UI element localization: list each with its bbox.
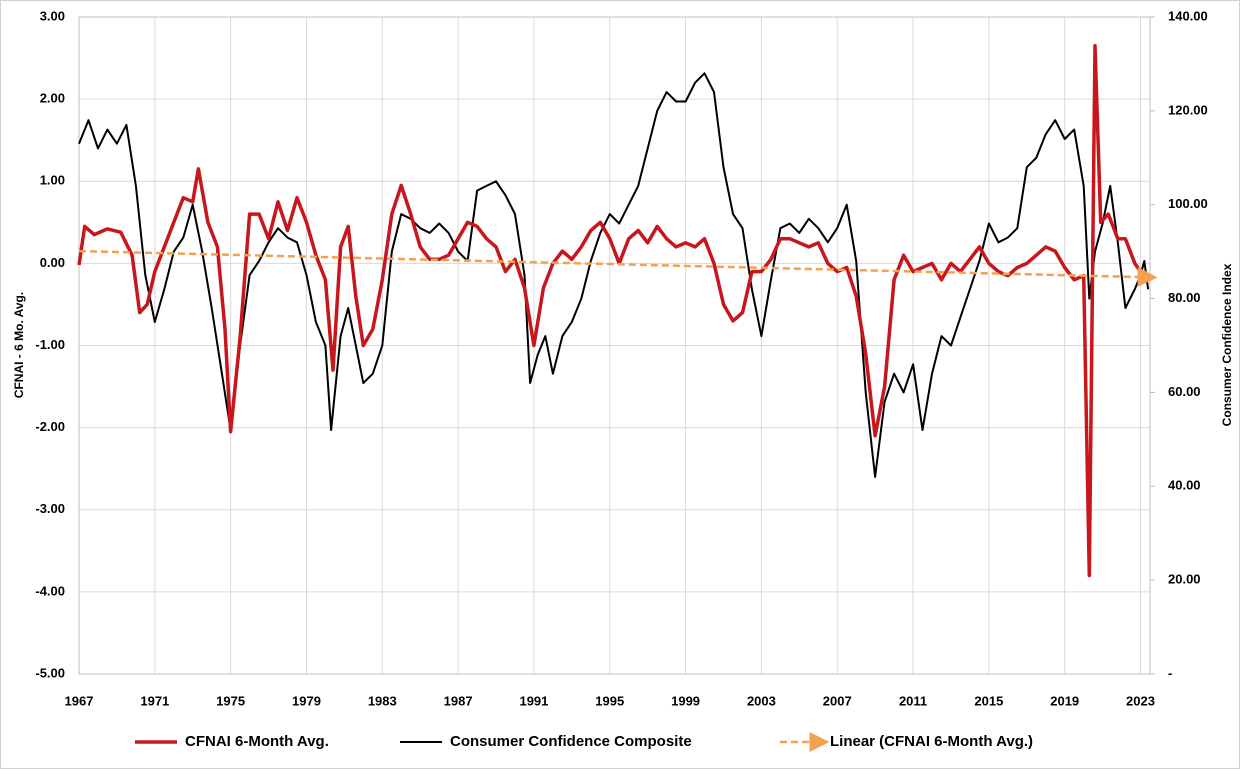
y2-tick-label: 20.00: [1168, 572, 1201, 587]
y-tick-label: -4.00: [35, 583, 65, 598]
legend-label: CFNAI 6-Month Avg.: [185, 733, 329, 750]
y2-tick-label: 120.00: [1168, 102, 1208, 117]
y2-axis-label: Consumer Confidence Index: [1220, 263, 1234, 426]
series-line: [77, 43, 1148, 578]
x-tick-label: 2007: [823, 693, 852, 708]
legend-label: Linear (CFNAI 6-Month Avg.): [830, 733, 1033, 750]
y-tick-label: 1.00: [40, 173, 65, 188]
y2-tick-label: 140.00: [1168, 8, 1208, 23]
y-tick-label: 2.00: [40, 91, 65, 106]
x-tick-label: 1999: [671, 693, 700, 708]
y-tick-label: 3.00: [40, 8, 65, 23]
y-tick-label: -2.00: [35, 419, 65, 434]
legend-label: Consumer Confidence Composite: [450, 733, 692, 750]
y2-tick-label: 60.00: [1168, 384, 1201, 399]
x-tick-label: 2019: [1050, 693, 1079, 708]
x-tick-label: 2011: [899, 693, 927, 708]
series-line: [78, 249, 1158, 287]
x-tick-label: 2023: [1126, 693, 1155, 708]
x-tick-label: 1979: [292, 693, 321, 708]
y2-tick-label: 80.00: [1168, 290, 1201, 305]
y-tick-label: -5.00: [35, 665, 65, 680]
y-tick-label: -1.00: [35, 337, 65, 352]
y-axis-label: CFNAI - 6 Mo. Avg.: [12, 292, 26, 398]
x-tick-label: 1987: [444, 693, 473, 708]
series-line: [78, 72, 1150, 478]
y2-tick-label: 100.00: [1168, 196, 1208, 211]
y2-tick-label: -: [1168, 665, 1172, 680]
x-tick-label: 1995: [595, 693, 624, 708]
plot-border: [78, 16, 1151, 675]
y-tick-label: 0.00: [40, 255, 65, 270]
x-tick-label: 1991: [519, 693, 548, 708]
x-tick-label: 1983: [368, 693, 397, 708]
x-tick-label: 2003: [747, 693, 776, 708]
y2-tick-label: 40.00: [1168, 478, 1201, 493]
x-tick-label: 1975: [216, 693, 245, 708]
x-tick-label: 1967: [65, 693, 94, 708]
x-tick-label: 1971: [140, 693, 169, 708]
y-tick-label: -3.00: [35, 501, 65, 516]
x-tick-label: 2015: [974, 693, 1003, 708]
